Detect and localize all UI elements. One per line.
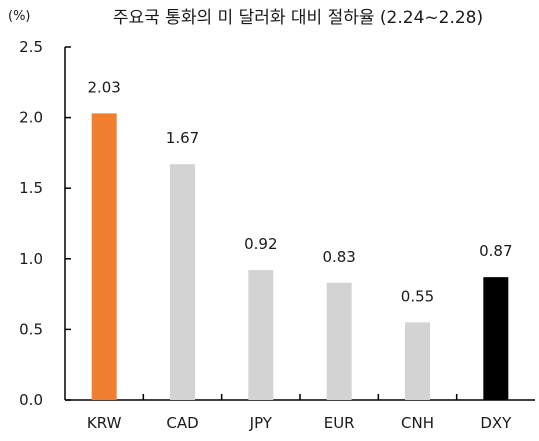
bar-cad <box>170 164 195 400</box>
y-tick-label: 2.5 <box>19 38 43 56</box>
category-label-jpy: JPY <box>249 414 273 432</box>
y-tick-label: 2.0 <box>19 109 43 127</box>
y-axis-unit: (%) <box>8 9 31 24</box>
bar-dxy <box>483 277 509 400</box>
value-label-jpy: 0.92 <box>244 235 277 253</box>
category-label-cnh: CNH <box>401 414 434 432</box>
bar-jpy <box>248 270 274 400</box>
y-tick-label: 0.5 <box>19 320 43 338</box>
value-label-dxy: 0.87 <box>479 242 512 260</box>
bar-krw <box>91 113 117 400</box>
y-tick-label: 1.0 <box>19 250 43 268</box>
category-label-cad: CAD <box>166 414 198 432</box>
category-label-krw: KRW <box>87 414 122 432</box>
bar-eur <box>326 282 352 400</box>
category-label-eur: EUR <box>324 414 355 432</box>
y-tick-label: 0.0 <box>19 391 43 409</box>
bar-cnh <box>405 322 430 400</box>
value-label-cnh: 0.55 <box>401 287 434 305</box>
value-label-eur: 0.83 <box>322 248 355 266</box>
chart-title: 주요국 통화의 미 달러화 대비 절하율 (2.24~2.28) <box>113 8 483 28</box>
y-tick-label: 1.5 <box>19 179 43 197</box>
value-label-krw: 2.03 <box>87 78 120 96</box>
plot-area: 0.0 0.5 1.0 1.5 2.0 2.5 2.03 KRW 1.67 CAD 0.92 JPY 0… <box>19 38 535 432</box>
value-label-cad: 1.67 <box>166 129 199 147</box>
category-label-dxy: DXY <box>480 414 512 432</box>
